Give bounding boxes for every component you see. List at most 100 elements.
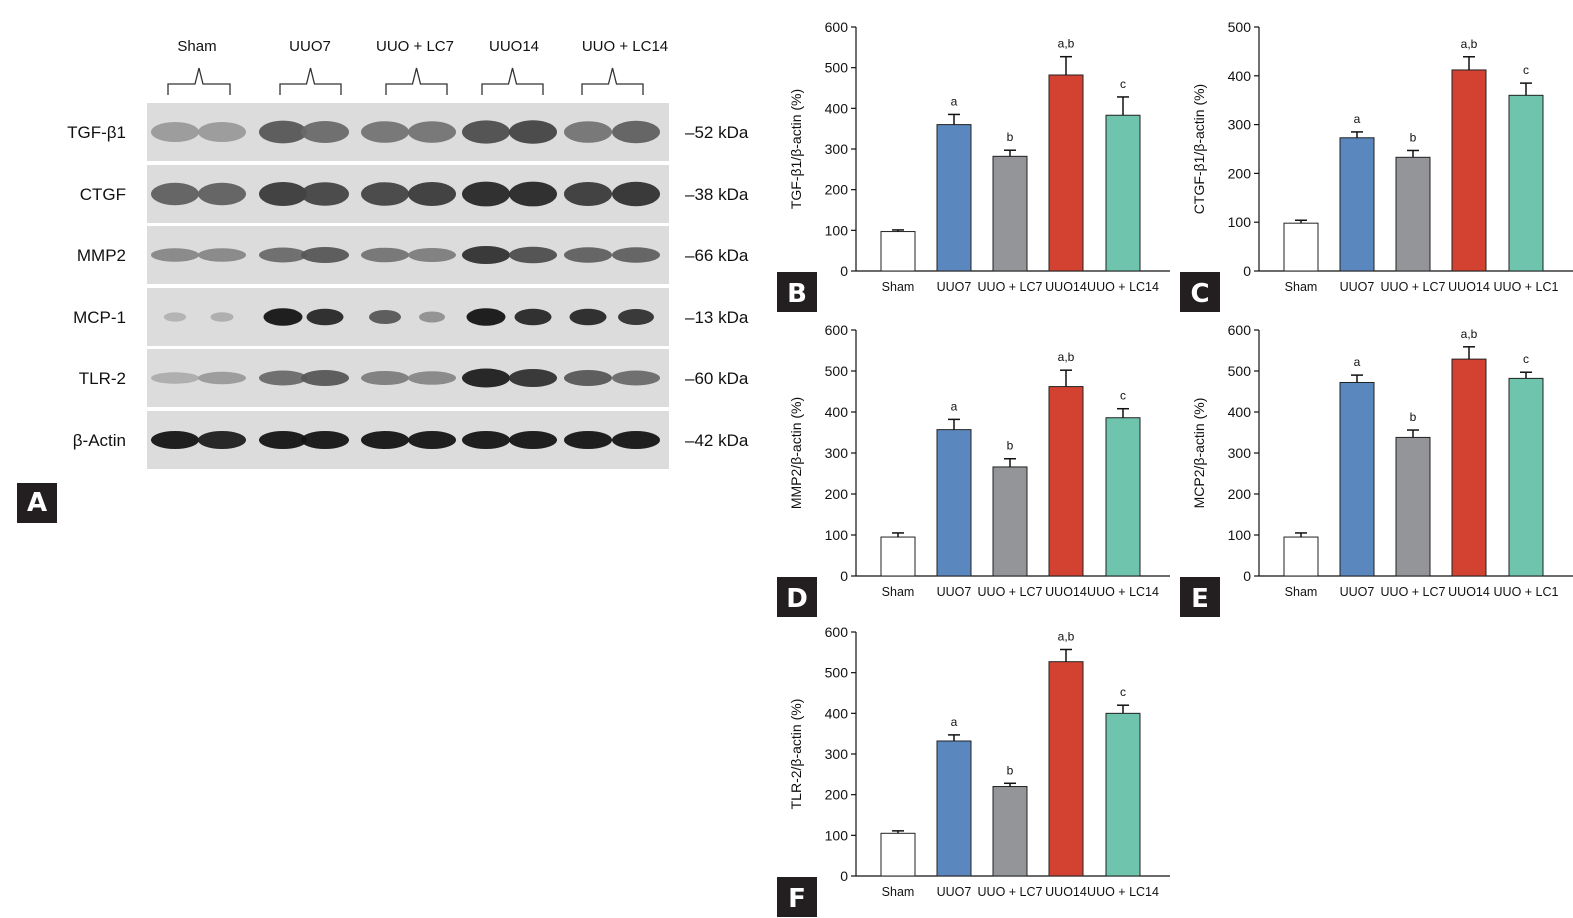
significance-label: a,b xyxy=(1461,37,1478,51)
y-axis-label: TGF-β1/β-actin (%) xyxy=(788,89,804,209)
blot-band xyxy=(210,312,234,322)
y-tick-label: 0 xyxy=(840,868,848,884)
y-tick-label: 300 xyxy=(825,141,849,157)
y-tick-label: 100 xyxy=(1228,527,1252,543)
y-tick-label: 300 xyxy=(825,445,849,461)
blot-row xyxy=(147,226,669,284)
blot-band xyxy=(408,431,456,449)
blot-band xyxy=(564,431,612,449)
blot-band xyxy=(564,182,612,206)
significance-label: a,b xyxy=(1461,327,1478,341)
panel-label: D xyxy=(786,584,808,614)
panel-label-box xyxy=(777,577,817,617)
group-bracket xyxy=(581,67,644,95)
blot-band xyxy=(618,309,654,325)
bar xyxy=(936,740,972,877)
bar xyxy=(1508,377,1544,577)
blot-band xyxy=(259,182,307,206)
significance-label: c xyxy=(1523,352,1529,366)
blot-band xyxy=(408,121,456,143)
y-tick-label: 600 xyxy=(825,624,849,640)
y-tick-label: 100 xyxy=(825,827,849,843)
bar xyxy=(992,466,1028,577)
bar xyxy=(1508,94,1544,272)
blot-band xyxy=(361,371,409,385)
group-label: UUO7 xyxy=(289,38,331,55)
blot-band xyxy=(462,181,510,207)
bar xyxy=(880,536,916,577)
group-label: UUO + LC7 xyxy=(376,38,454,55)
protein-label: TGF-β1 xyxy=(67,123,126,142)
bar xyxy=(1283,536,1319,577)
x-tick-label: UUO + LC1 xyxy=(1494,585,1559,599)
bar xyxy=(1395,436,1431,577)
y-tick-label: 0 xyxy=(840,568,848,584)
y-axis-label: CTGF-β1/β-actin (%) xyxy=(1191,84,1207,214)
x-tick-label: UUO14 xyxy=(1448,585,1490,599)
x-tick-label: UUO + LC14 xyxy=(1087,885,1159,899)
x-tick-label: UUO14 xyxy=(1045,280,1087,294)
y-axis-label: MCP2/β-actin (%) xyxy=(1191,398,1207,509)
blot-band xyxy=(301,121,349,143)
kda-label: –52 kDa xyxy=(685,123,749,142)
blot-band xyxy=(612,431,660,449)
kda-label: –38 kDa xyxy=(685,185,749,204)
y-tick-label: 200 xyxy=(1228,486,1252,502)
bar xyxy=(1048,661,1084,877)
bar xyxy=(880,231,916,272)
significance-label: b xyxy=(1410,410,1417,424)
bar xyxy=(1105,417,1141,577)
blot-band xyxy=(419,311,445,323)
y-tick-label: 300 xyxy=(825,746,849,762)
blot-band xyxy=(259,431,307,449)
panel-label: F xyxy=(788,884,806,914)
blot-band xyxy=(408,182,456,206)
y-tick-label: 100 xyxy=(825,527,849,543)
blot-band xyxy=(259,370,307,386)
y-tick-label: 500 xyxy=(1228,19,1252,35)
significance-label: b xyxy=(1410,130,1417,144)
blot-band xyxy=(462,368,510,388)
significance-label: a xyxy=(951,399,958,413)
blot-band xyxy=(462,431,510,449)
x-tick-label: UUO + LC7 xyxy=(1381,585,1446,599)
bar xyxy=(1283,222,1319,272)
x-tick-label: UUO + LC7 xyxy=(978,585,1043,599)
x-tick-label: Sham xyxy=(1285,280,1318,294)
y-tick-label: 600 xyxy=(825,19,849,35)
significance-label: a,b xyxy=(1058,629,1075,643)
bar xyxy=(936,124,972,272)
y-tick-label: 200 xyxy=(825,486,849,502)
significance-label: a xyxy=(951,715,958,729)
significance-label: c xyxy=(1120,77,1126,91)
bar-chart-mcp2: 0 100 200 300 400 500 600 MCP2/β-actin (%) Sham a… xyxy=(1180,322,1573,617)
blot-band xyxy=(151,122,199,142)
blot-band xyxy=(514,308,552,326)
blot-band xyxy=(301,247,349,263)
group-label: UUO + LC14 xyxy=(582,38,668,55)
y-tick-label: 0 xyxy=(1243,263,1251,279)
significance-label: b xyxy=(1007,763,1014,777)
y-tick-label: 0 xyxy=(840,263,848,279)
protein-label: CTGF xyxy=(80,185,126,204)
x-tick-label: Sham xyxy=(882,885,915,899)
panel-label: C xyxy=(1190,279,1209,309)
y-tick-label: 400 xyxy=(1228,404,1252,420)
significance-label: a xyxy=(951,94,958,108)
bar xyxy=(936,429,972,577)
blot-band xyxy=(301,370,349,386)
x-tick-label: UUO14 xyxy=(1045,585,1087,599)
x-tick-label: UUO7 xyxy=(937,585,972,599)
bar-chart-mmp2: 0 100 200 300 400 500 600 MMP2/β-actin (%) Sham a… xyxy=(777,322,1170,617)
blot-band xyxy=(612,247,660,263)
x-tick-label: UUO + LC7 xyxy=(978,280,1043,294)
y-tick-label: 0 xyxy=(1243,568,1251,584)
y-tick-label: 500 xyxy=(1228,363,1252,379)
bar xyxy=(1451,69,1487,272)
blot-row xyxy=(147,411,669,469)
x-tick-label: UUO + LC1 xyxy=(1494,280,1559,294)
y-tick-label: 100 xyxy=(825,222,849,238)
blot-band xyxy=(564,247,612,263)
y-axis-label: TLR-2/β-actin (%) xyxy=(788,699,804,810)
x-tick-label: UUO + LC14 xyxy=(1087,585,1159,599)
